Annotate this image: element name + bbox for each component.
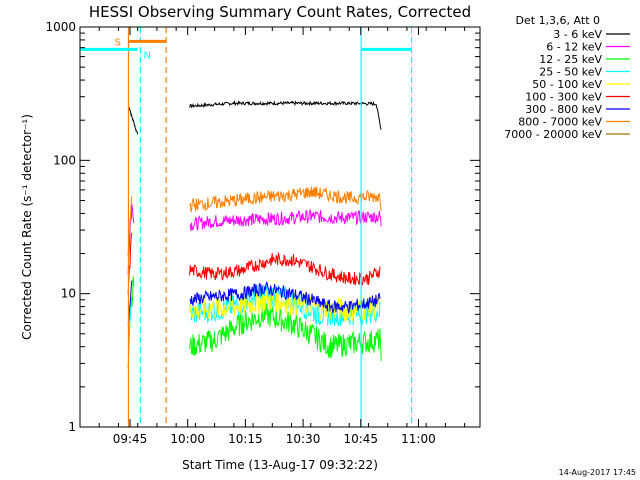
legend-header: Det 1,3,6, Att 0 [516,14,600,27]
series-line [189,99,382,130]
series-line [189,302,382,362]
legend-item-label: 6 - 12 keV [546,41,602,54]
footer-timestamp: 14-Aug-2017 17:45 [559,468,636,477]
legend-item-label: 3 - 6 keV [553,28,602,41]
legend-item-label: 100 - 300 keV [525,91,602,104]
legend-item-label: 300 - 800 keV [525,103,602,116]
legend-item-label: 12 - 25 keV [539,53,602,66]
series-line [127,204,135,275]
legend-item-label: 7000 - 20000 keV [504,128,602,141]
plot-frame [79,26,481,428]
axes: 09:45 10:00 10:15 10:30 10:45 11:00 1 10 100 1000 [45,20,480,446]
x-tick-label: 10:30 [286,432,321,446]
y-tick-label: 1000 [45,20,76,34]
plot-content: SN [80,27,413,427]
legend-item-label: 25 - 50 keV [539,66,602,79]
chart-title: HESSI Observing Summary Count Rates, Cor… [89,3,471,21]
x-tick-label: 10:15 [228,432,263,446]
legend-item-label: 50 - 100 keV [532,78,602,91]
x-tick-label: 09:45 [113,432,148,446]
series-line [189,251,381,286]
series-line [189,281,381,314]
series-line [127,104,139,135]
series-line [189,208,382,232]
legend-item-label: 800 - 7000 keV [518,116,602,129]
x-tick-label: 10:00 [170,432,205,446]
x-axis-label: Start Time (13-Aug-17 09:32:22) [182,458,378,472]
marker-label: N [143,51,150,62]
x-tick-label: 11:00 [401,432,436,446]
y-axis-label: Corrected Count Rate (s⁻¹ detector⁻¹) [20,114,34,340]
series-line [189,186,382,214]
y-tick-label: 100 [53,153,76,167]
y-tick-label: 10 [61,287,76,301]
x-tick-label: 10:45 [343,432,378,446]
y-tick-label: 1 [68,420,76,434]
marker-label: S [115,37,121,48]
